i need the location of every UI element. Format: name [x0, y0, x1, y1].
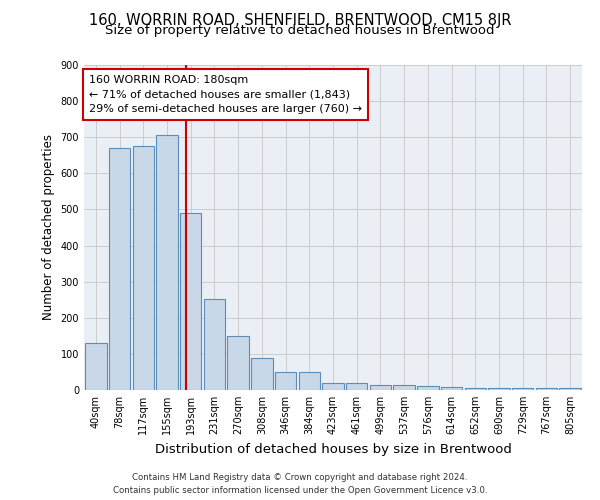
Bar [346, 383, 367, 390]
Text: 160 WORRIN ROAD: 180sqm
← 71% of detached houses are smaller (1,843)
29% of semi: 160 WORRIN ROAD: 180sqm ← 71% of detache… [89, 74, 362, 114]
X-axis label: Distribution of detached houses by size in Brentwood: Distribution of detached houses by size … [155, 442, 511, 456]
Bar [417, 386, 439, 390]
Bar [251, 358, 272, 390]
Bar [180, 213, 202, 390]
Bar [322, 383, 344, 390]
Bar [227, 336, 249, 390]
Bar [109, 148, 130, 390]
Bar [559, 388, 581, 390]
Y-axis label: Number of detached properties: Number of detached properties [42, 134, 55, 320]
Bar [488, 388, 509, 390]
Text: Contains HM Land Registry data © Crown copyright and database right 2024.
Contai: Contains HM Land Registry data © Crown c… [113, 473, 487, 495]
Bar [275, 372, 296, 390]
Bar [464, 388, 486, 390]
Bar [133, 146, 154, 390]
Bar [157, 136, 178, 390]
Bar [536, 388, 557, 390]
Bar [512, 388, 533, 390]
Text: Size of property relative to detached houses in Brentwood: Size of property relative to detached ho… [105, 24, 495, 37]
Bar [394, 384, 415, 390]
Bar [204, 299, 225, 390]
Text: 160, WORRIN ROAD, SHENFIELD, BRENTWOOD, CM15 8JR: 160, WORRIN ROAD, SHENFIELD, BRENTWOOD, … [89, 12, 511, 28]
Bar [441, 387, 462, 390]
Bar [370, 384, 391, 390]
Bar [299, 372, 320, 390]
Bar [85, 343, 107, 390]
